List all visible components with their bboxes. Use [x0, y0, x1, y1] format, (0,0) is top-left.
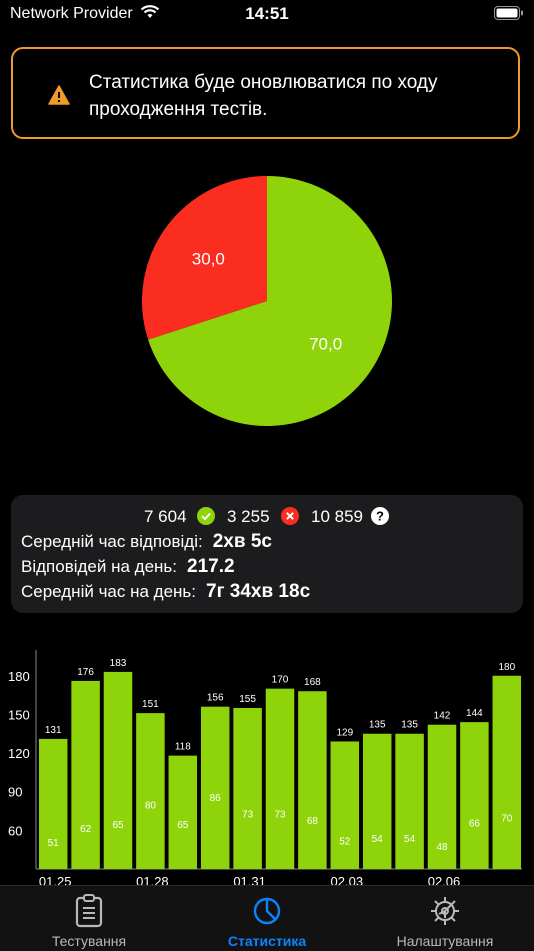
bar-inner-label: 52 — [339, 837, 351, 848]
battery-icon — [494, 6, 523, 20]
bar-value-label: 151 — [142, 699, 159, 710]
bar-inner-label: 70 — [501, 813, 513, 824]
bar-inner-label: 73 — [242, 810, 254, 821]
bar-value-label: 118 — [175, 742, 191, 753]
clock: 14:51 — [245, 4, 289, 23]
y-tick-label: 90 — [8, 785, 22, 800]
pie-slice-label-1: 30,0 — [192, 249, 225, 268]
tab-settings[interactable]: Налаштування — [356, 886, 534, 951]
bar-value-label: 170 — [272, 675, 289, 686]
bar — [460, 722, 489, 869]
tab-statistics-label: Статистика — [227, 933, 307, 949]
wrong-count: 3 255 — [227, 507, 270, 526]
status-bar: Network Provider 14:51 — [0, 0, 534, 30]
gear-icon — [431, 897, 459, 925]
x-tick-label: 01.25 — [39, 874, 72, 885]
bar-inner-label: 62 — [80, 824, 92, 835]
bar — [298, 691, 327, 869]
question-circle-icon: ? — [371, 507, 389, 525]
bar-value-label: 144 — [466, 708, 483, 719]
bar-value-label: 129 — [336, 727, 353, 738]
bar-inner-label: 68 — [307, 816, 319, 827]
bar — [233, 707, 262, 869]
clipboard-icon — [75, 894, 103, 928]
bar-value-label: 183 — [110, 658, 127, 669]
bar-inner-label: 54 — [372, 834, 384, 845]
y-tick-label: 180 — [8, 669, 30, 684]
tab-settings-label: Налаштування — [396, 933, 494, 949]
bar-value-label: 131 — [45, 725, 62, 736]
bar-value-label: 135 — [401, 720, 418, 731]
pie-slice-0 — [148, 176, 392, 426]
warning-icon — [48, 85, 70, 105]
answers-per-day: Відповідей на день: 217.2 — [21, 556, 235, 578]
x-tick-label: 01.28 — [136, 874, 169, 885]
bar — [71, 680, 100, 869]
answer-counts: 7 604 3 255 10 859 ? — [11, 507, 523, 527]
bar — [395, 733, 424, 869]
tab-statistics[interactable]: Статистика — [178, 886, 356, 951]
bar — [330, 741, 360, 869]
tab-testing[interactable]: Тестування — [0, 886, 178, 951]
per-day-label: Відповідей на день: — [21, 557, 178, 576]
info-banner: Статистика буде оновлюватися по ходу про… — [11, 47, 520, 139]
avg-time-per-day: Середній час на день: 7г 34хв 18с — [21, 581, 310, 603]
bar-inner-label: 80 — [145, 801, 157, 812]
bar — [168, 755, 198, 869]
correct-count: 7 604 — [144, 507, 187, 526]
bar — [103, 671, 133, 869]
check-circle-icon — [197, 507, 215, 525]
bar-inner-label: 51 — [48, 838, 60, 849]
bar — [492, 675, 522, 869]
y-tick-label: 150 — [8, 707, 30, 722]
svg-text:?: ? — [376, 509, 384, 524]
wifi-icon — [140, 5, 160, 18]
avg-answer-time: Середній час відповіді: 2хв 5с — [21, 531, 272, 553]
bar-value-label: 156 — [207, 693, 224, 704]
daily-bar-chart: 60 90 120 150 180 131 51 01.25 176 62 183 65 151 80 01… — [8, 650, 522, 885]
bar — [136, 713, 165, 869]
pie-slice-1 — [142, 176, 267, 340]
bar-value-label: 168 — [304, 677, 321, 688]
bar-inner-label: 65 — [112, 820, 124, 831]
bar-value-label: 142 — [434, 711, 451, 722]
tab-testing-label: Тестування — [51, 933, 127, 949]
x-tick-label: 02.03 — [331, 874, 364, 885]
bar-inner-label: 66 — [469, 819, 481, 830]
avg-answer-value: 2хв 5с — [212, 531, 272, 552]
pie-slice-label-0: 70,0 — [309, 335, 342, 354]
bar-value-label: 180 — [498, 662, 515, 673]
bar — [265, 688, 295, 869]
x-tick-label: 02.06 — [428, 874, 461, 885]
bar — [362, 733, 392, 869]
carrier-name: Network Provider — [10, 5, 133, 22]
bar-value-label: 135 — [369, 720, 386, 731]
bar — [38, 738, 68, 869]
avg-answer-label: Середній час відповіді: — [21, 532, 203, 551]
avg-day-value: 7г 34хв 18с — [206, 581, 311, 602]
pie-chart-icon — [253, 897, 281, 925]
bar-value-label: 176 — [77, 667, 94, 678]
stats-card: 7 604 3 255 10 859 ? Середній час відпов… — [11, 495, 523, 613]
bar-inner-label: 73 — [274, 810, 286, 821]
bar-inner-label: 48 — [436, 842, 448, 853]
bar-inner-label: 54 — [404, 834, 416, 845]
y-tick-label: 120 — [8, 746, 30, 761]
unanswered-count: 10 859 — [311, 507, 363, 526]
bar — [427, 724, 457, 869]
bar-value-label: 155 — [239, 694, 256, 705]
bar-inner-label: 65 — [177, 820, 189, 831]
results-pie-chart: 70,0 30,0 — [142, 176, 392, 426]
x-tick-label: 01.31 — [233, 874, 266, 885]
banner-text: Статистика буде оновлюватися по ходу про… — [89, 72, 438, 120]
x-circle-icon — [281, 507, 299, 525]
per-day-value: 217.2 — [187, 556, 235, 577]
tab-bar: Тестування Статистика Налаштування — [0, 885, 534, 951]
bar — [200, 706, 230, 869]
y-tick-label: 60 — [8, 823, 22, 838]
avg-day-label: Середній час на день: — [21, 582, 197, 601]
bar-inner-label: 86 — [210, 793, 222, 804]
